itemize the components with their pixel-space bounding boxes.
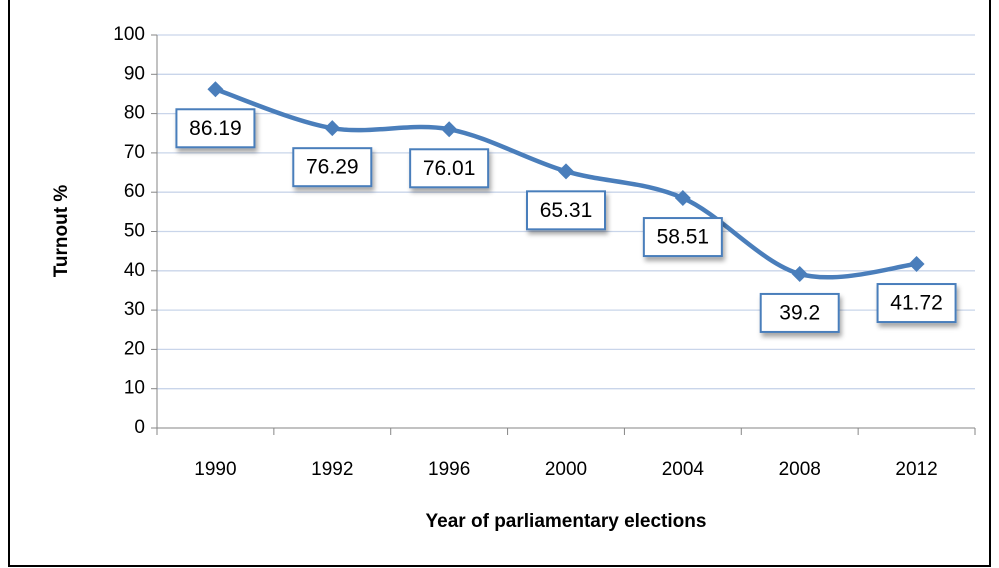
value-label-box (175, 108, 256, 149)
x-tick-label: 1996 (428, 459, 470, 480)
value-label: 76.29 (306, 156, 359, 179)
y-tick-label: 100 (113, 24, 145, 45)
y-tick-label: 90 (124, 63, 145, 84)
value-label-box (642, 217, 723, 258)
marker (674, 190, 691, 207)
x-tick-label: 2000 (545, 459, 587, 480)
y-tick-label: 60 (124, 181, 145, 202)
marker (441, 121, 458, 138)
value-label-box (409, 148, 490, 189)
x-tick-label: 2008 (779, 459, 821, 480)
x-tick-label: 2012 (895, 459, 937, 480)
value-label: 41.72 (890, 292, 943, 315)
y-tick-label: 20 (124, 338, 145, 359)
x-axis-title: Year of parliamentary elections (426, 511, 707, 532)
y-tick-label: 30 (124, 299, 145, 320)
marker (908, 256, 925, 273)
value-label: 76.01 (423, 157, 476, 180)
value-label: 86.19 (189, 117, 242, 140)
value-label: 39.2 (779, 301, 820, 324)
value-label: 58.51 (657, 226, 710, 249)
value-label-box (292, 147, 373, 188)
chart-border (8, 0, 991, 567)
marker (791, 265, 808, 282)
value-label: 65.31 (540, 199, 593, 222)
marker (207, 81, 224, 98)
y-tick-label: 70 (124, 142, 145, 163)
x-tick-label: 1990 (194, 459, 236, 480)
value-label-box (876, 283, 957, 324)
y-tick-label: 10 (124, 378, 145, 399)
y-axis-title: Turnout % (51, 185, 72, 278)
value-label-box (526, 190, 606, 231)
x-tick-label: 2004 (662, 459, 705, 480)
marker (324, 120, 341, 137)
y-tick-label: 40 (124, 260, 145, 281)
x-tick-label: 1992 (311, 459, 353, 480)
y-tick-label: 50 (124, 221, 145, 242)
marker (558, 163, 574, 180)
y-tick-label: 0 (134, 417, 145, 438)
value-label-box (759, 292, 840, 333)
y-tick-label: 80 (124, 103, 145, 124)
